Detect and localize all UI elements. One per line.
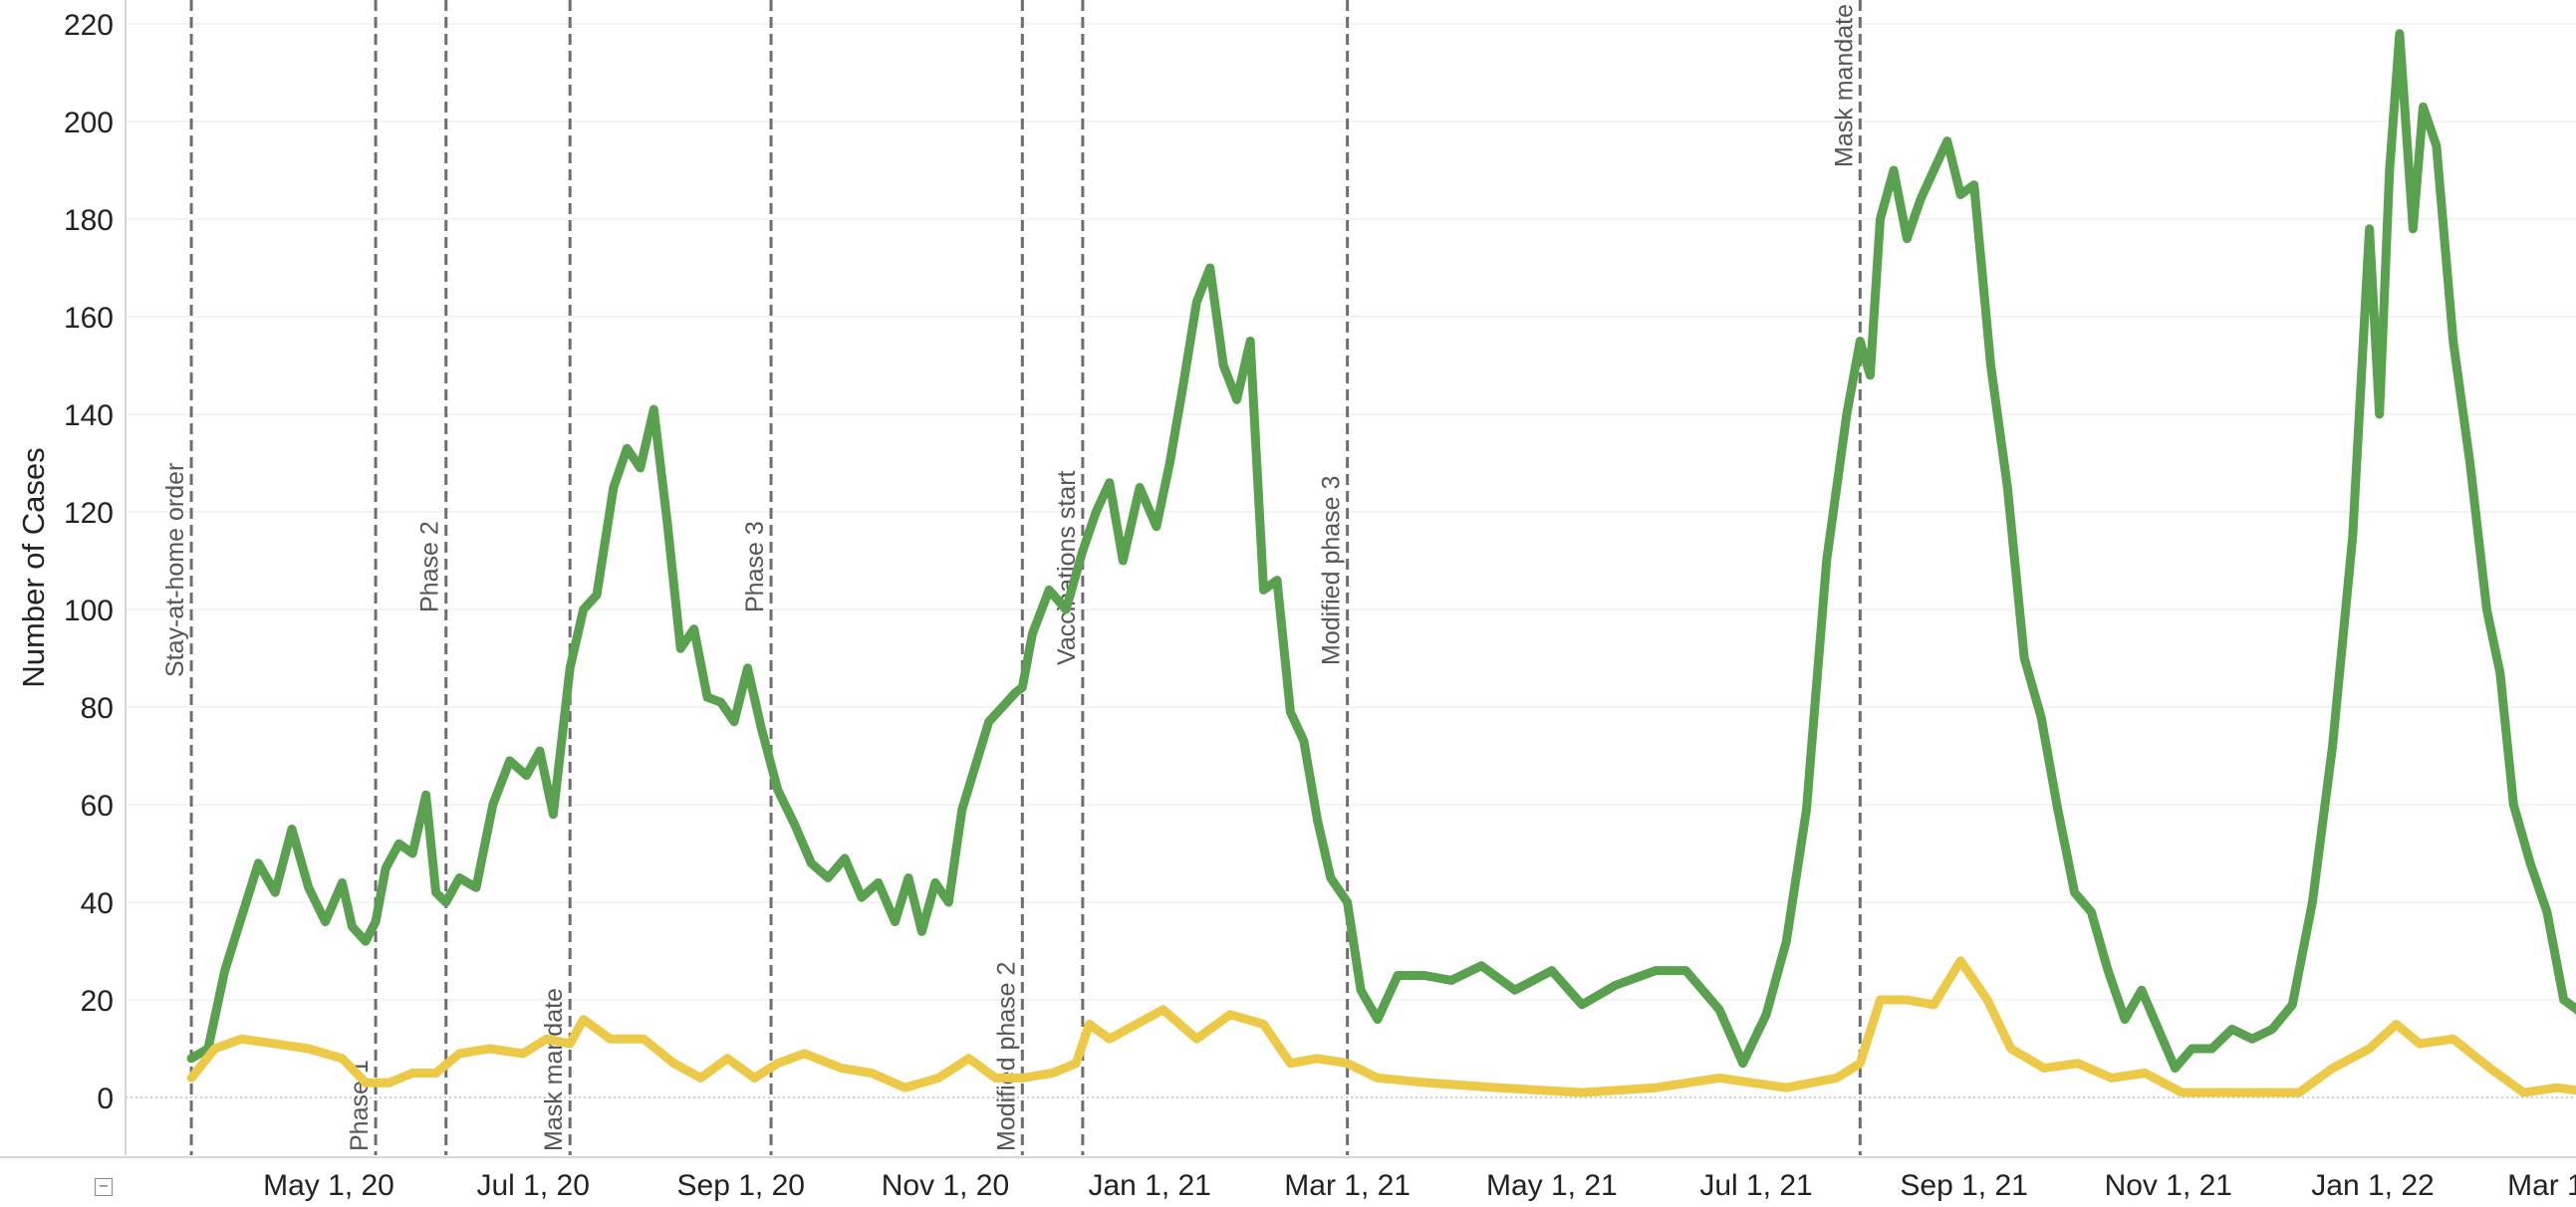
x-tick-label: Nov 1, 21 xyxy=(2105,1169,2232,1202)
y-tick-label: 140 xyxy=(64,399,114,432)
y-axis-title: Number of Cases xyxy=(16,447,51,687)
x-tick-label: Sep 1, 21 xyxy=(1900,1169,2027,1202)
y-tick-labels: 0 20 40 60 80 100 120 140 160 180 200 220 xyxy=(64,9,114,1115)
x-tick-label: Mar 1, 22 xyxy=(2507,1169,2576,1202)
series-line-1 xyxy=(186,29,2576,1074)
y-tick-label: 200 xyxy=(64,107,114,139)
x-tick-label: Nov 1, 20 xyxy=(882,1169,1009,1202)
x-tick-label: May 1, 20 xyxy=(263,1169,394,1202)
collapse-toggle-icon[interactable]: − xyxy=(95,1178,113,1196)
x-tick-label: Jan 1, 22 xyxy=(2311,1169,2434,1202)
x-tick-labels: May 1, 20 Jul 1, 20 Sep 1, 20 Nov 1, 20 Jan … xyxy=(263,1169,2576,1202)
x-tick-label: May 1, 21 xyxy=(1486,1169,1618,1202)
y-tick-label: 100 xyxy=(64,595,114,627)
annotation-label: Phase 2 xyxy=(416,521,444,612)
x-tick-label: Jul 1, 20 xyxy=(476,1169,589,1202)
annotation-label: Modified phase 2 xyxy=(992,962,1020,1151)
y-tick-label: 220 xyxy=(64,9,114,42)
annotation-label: Mask mandate xyxy=(1830,4,1858,167)
y-tick-label: 40 xyxy=(81,887,114,920)
y-tick-label: 180 xyxy=(64,204,114,237)
y-tick-label: 80 xyxy=(81,692,114,725)
x-tick-label: Mar 1, 21 xyxy=(1284,1169,1411,1202)
case-series xyxy=(186,29,2576,1097)
annotation-label: Modified phase 3 xyxy=(1318,476,1346,665)
y-gridlines xyxy=(126,23,2576,1098)
y-tick-label: 0 xyxy=(97,1083,114,1115)
annotation-label: Stay-at-home order xyxy=(161,463,189,677)
y-tick-label: 120 xyxy=(64,497,114,530)
x-tick-label: Jan 1, 21 xyxy=(1088,1169,1210,1202)
x-tick-label: Sep 1, 20 xyxy=(677,1169,805,1202)
y-tick-label: 20 xyxy=(81,985,114,1018)
annotation-label: Phase 3 xyxy=(741,521,769,612)
series-line-2 xyxy=(186,956,2576,1097)
y-tick-label: 60 xyxy=(81,790,114,823)
axes xyxy=(0,0,2576,1158)
y-tick-label: 160 xyxy=(64,302,114,335)
annotation-label: Mask mandate xyxy=(540,988,568,1151)
x-tick-label: Jul 1, 21 xyxy=(1699,1169,1812,1202)
